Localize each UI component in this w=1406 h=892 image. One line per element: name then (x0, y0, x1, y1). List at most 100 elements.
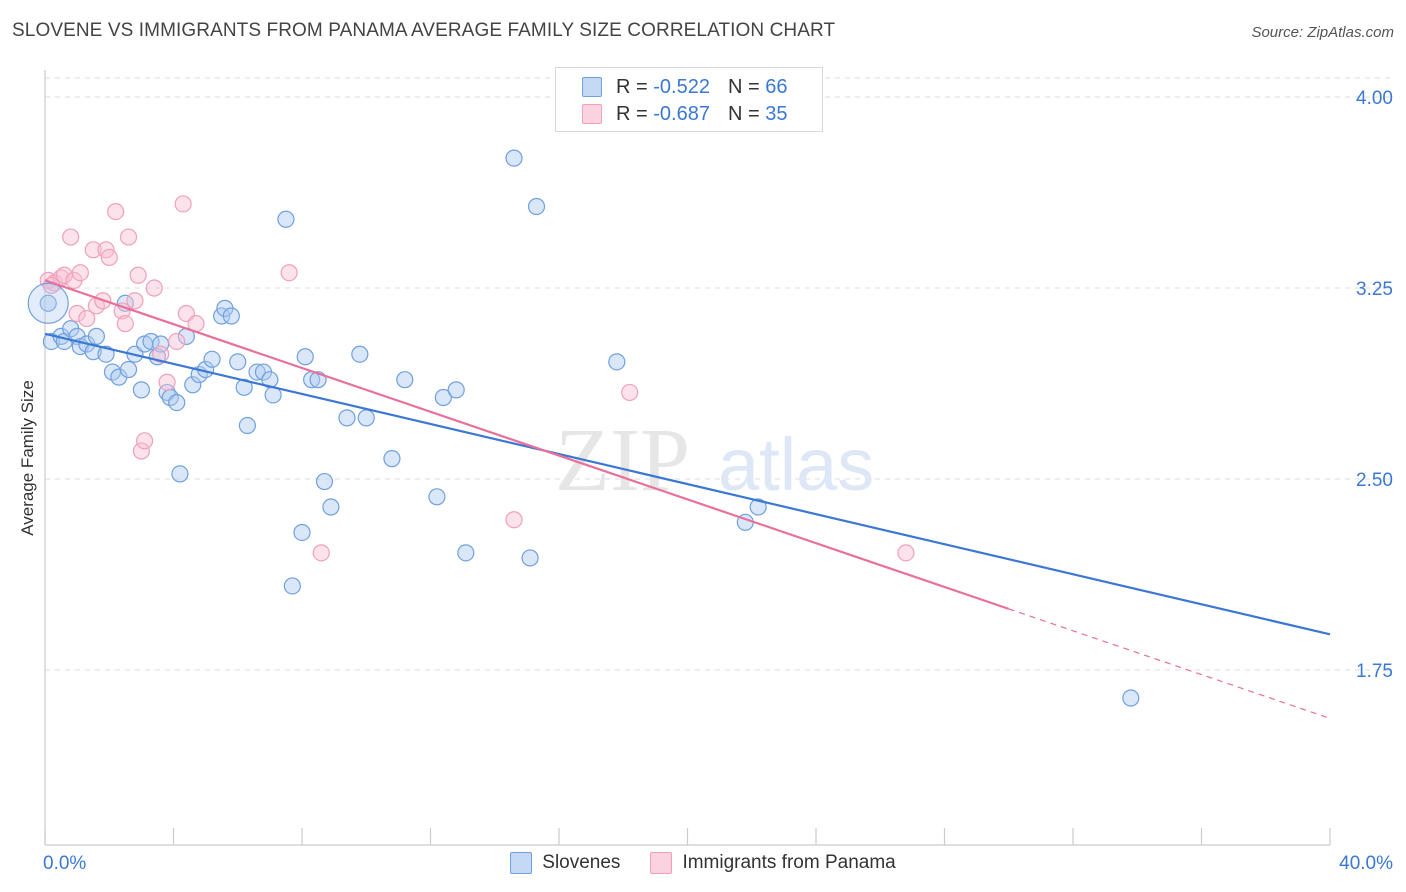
panama-point (62, 228, 80, 246)
slovene-point (396, 371, 414, 389)
panama-point (312, 544, 330, 562)
panama-point (119, 228, 138, 246)
panama-point (116, 315, 134, 333)
y-tick-label: 1.75 (1356, 661, 1393, 682)
stats-legend: R = -0.522 N = 66 R = -0.687 N = 35 (555, 67, 823, 132)
slovene-point (39, 294, 57, 312)
panama-point (158, 373, 176, 391)
legend-swatch-panama (582, 104, 602, 124)
slovene-point (229, 353, 247, 371)
slovene-point (1122, 689, 1140, 707)
panama-point (100, 248, 118, 267)
panama-point (897, 544, 915, 562)
slovene-point (184, 376, 202, 394)
panama-point (168, 332, 186, 351)
series-legend: Slovenes Immigrants from Panama (0, 852, 1406, 874)
slovene-point (168, 394, 186, 412)
slovene-point (338, 409, 356, 427)
slovene-point (42, 332, 61, 351)
slovene-point (521, 549, 539, 567)
slovene-point (527, 197, 546, 216)
slovene-point (283, 577, 301, 595)
legend-item-slovenes[interactable]: Slovenes (510, 852, 620, 874)
trend-line-panama (44, 279, 1010, 610)
legend-r-value: -0.687 (653, 102, 710, 125)
series-layer (27, 149, 1140, 707)
watermark-atlas: atlas (718, 423, 874, 506)
slovene-point (238, 416, 256, 435)
slovene-cluster-point (27, 282, 69, 324)
legend-r-label: R = (616, 102, 654, 125)
slovene-point (505, 149, 523, 167)
slovene-point (457, 544, 475, 562)
slovene-point (248, 363, 266, 381)
y-axis-label: Average Family Size (18, 380, 37, 536)
legend-item-panama[interactable]: Immigrants from Panama (650, 852, 896, 874)
chart-title: SLOVENE VS IMMIGRANTS FROM PANAMA AVERAG… (12, 20, 836, 41)
panama-point (280, 264, 298, 282)
panama-point (145, 279, 163, 297)
panama-point (152, 345, 170, 363)
legend-r-value: -0.522 (653, 75, 710, 98)
legend-swatch-panama (650, 852, 673, 874)
panama-point (78, 309, 96, 328)
legend-row-slovenes: R = -0.522 N = 66 (582, 75, 787, 99)
slovene-point (608, 353, 626, 371)
legend-swatch-slovenes (510, 852, 533, 874)
panama-point (135, 432, 154, 450)
slovene-point (87, 327, 106, 345)
slovene-point (132, 381, 150, 399)
panama-point (129, 266, 147, 284)
y-tick-label: 3.25 (1356, 279, 1393, 300)
panama-point (68, 304, 86, 323)
x-tick-label: 0.0% (43, 853, 86, 874)
trend-layer (44, 279, 1331, 719)
legend-swatch-slovenes (582, 77, 602, 97)
panama-point (505, 511, 523, 529)
legend-n-label: N = (727, 75, 766, 98)
trend-line-slovenes (44, 332, 1331, 636)
chart-source: Source: ZipAtlas.com (1251, 24, 1394, 41)
slovene-point (434, 388, 452, 407)
slovene-point (447, 381, 465, 399)
slovene-point (315, 472, 334, 491)
slovene-point (357, 409, 375, 427)
legend-row-panama: R = -0.687 N = 35 (582, 102, 787, 126)
grid-lines (45, 77, 1395, 671)
legend-n-value: 66 (765, 75, 788, 98)
trend-line-panama-extension (1008, 608, 1331, 719)
series-panama (39, 195, 915, 562)
slovene-point (119, 360, 138, 379)
slovene-point (322, 498, 340, 516)
y-tick-label: 4.00 (1356, 88, 1393, 109)
slovene-point (383, 450, 401, 468)
panama-point (174, 195, 192, 213)
panama-point (107, 203, 125, 221)
panama-point (126, 292, 144, 310)
legend-r-label: R = (616, 75, 654, 98)
panama-point (132, 442, 150, 460)
slovene-point (351, 345, 369, 363)
legend-n-label: N = (727, 102, 766, 125)
slovene-point (428, 488, 446, 506)
slovene-point (97, 345, 115, 363)
y-tick-label: 2.50 (1356, 470, 1393, 491)
panama-point (84, 241, 102, 259)
x-tick-label: 40.0% (1339, 853, 1393, 874)
slovene-point (142, 332, 160, 351)
legend-n-value: 35 (765, 102, 788, 125)
slovene-point (171, 465, 189, 483)
panama-point (71, 264, 89, 282)
slovene-point (277, 210, 295, 228)
slovene-point (203, 350, 221, 368)
axes (44, 70, 1331, 846)
slovene-point (296, 348, 314, 366)
slovene-point (222, 307, 240, 325)
slovene-point (293, 523, 311, 542)
legend-label-panama: Immigrants from Panama (682, 852, 896, 873)
series-slovenes (39, 149, 1140, 707)
tick-layer: 1.75 2.50 3.25 4.00 0.0% 40.0% (43, 88, 1393, 874)
legend-label-slovenes: Slovenes (542, 852, 621, 873)
slovene-point (749, 498, 767, 516)
